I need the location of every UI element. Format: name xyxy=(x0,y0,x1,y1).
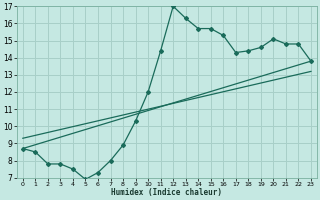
X-axis label: Humidex (Indice chaleur): Humidex (Indice chaleur) xyxy=(111,188,222,197)
